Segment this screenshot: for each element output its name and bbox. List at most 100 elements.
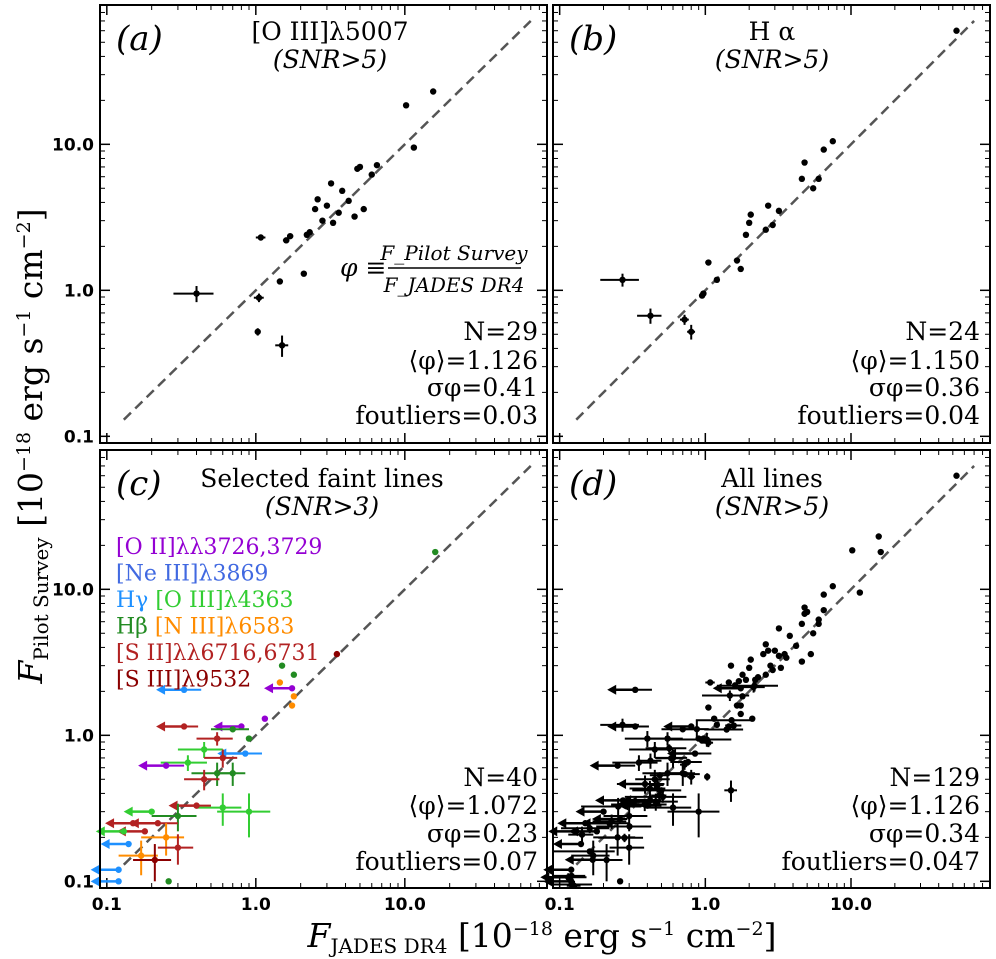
frame-c bbox=[99, 449, 548, 889]
data-point bbox=[667, 755, 675, 762]
data-point bbox=[735, 677, 743, 685]
data-point bbox=[578, 831, 586, 838]
data-point bbox=[368, 171, 375, 178]
data-point bbox=[849, 547, 856, 554]
plot-area-a: 0.1 1.0 10.0 bbox=[52, 5, 547, 447]
data-point bbox=[764, 202, 772, 209]
data-point bbox=[200, 776, 208, 783]
xlabel-units: [10 bbox=[458, 916, 513, 955]
stat-fout-b: foutliers=0.04 bbox=[797, 401, 980, 430]
arrow-head bbox=[564, 854, 574, 865]
data-point bbox=[798, 658, 806, 665]
arrow-head bbox=[589, 760, 599, 771]
y-axis-label: FPilot Survey [10−18 erg s−1 cm−2] bbox=[11, 208, 53, 684]
data-point bbox=[727, 787, 735, 794]
data-point bbox=[809, 630, 817, 637]
plot-area-d: 0.1 1.0 10.0 bbox=[540, 450, 990, 915]
x-tick-label: 1.0 bbox=[690, 895, 720, 915]
data-point bbox=[631, 723, 639, 730]
data-point bbox=[432, 548, 439, 556]
data-point bbox=[728, 717, 735, 724]
data-point bbox=[695, 808, 702, 815]
ylabel-units2: erg s bbox=[11, 338, 50, 432]
phi-def-num: F_Pilot Survey bbox=[379, 241, 528, 265]
data-point bbox=[652, 798, 659, 805]
data-point bbox=[180, 723, 188, 730]
data-point bbox=[775, 625, 783, 632]
data-point bbox=[586, 825, 593, 832]
arrow-head bbox=[264, 683, 274, 694]
stats-d: N=129 ⟨φ⟩=1.126 σφ=0.34 foutliers=0.047 bbox=[781, 763, 980, 876]
data-point bbox=[820, 591, 827, 598]
data-point bbox=[229, 770, 236, 777]
arrow-head bbox=[105, 818, 115, 829]
legend-label: [S II]λλ6716,6731 bbox=[116, 641, 319, 666]
data-point bbox=[815, 175, 822, 183]
arrow-head bbox=[557, 818, 567, 829]
data-point bbox=[693, 725, 701, 733]
stat-phi-d: ⟨φ⟩=1.126 bbox=[850, 791, 980, 820]
arrow-head bbox=[595, 795, 605, 806]
frame-d bbox=[552, 449, 991, 889]
ylabel-exp2: −1 bbox=[13, 310, 35, 338]
data-point bbox=[141, 828, 149, 835]
data-point bbox=[688, 773, 695, 780]
stat-sigma-c: σφ=0.23 bbox=[427, 819, 538, 848]
data-point bbox=[769, 666, 776, 674]
data-point bbox=[290, 693, 298, 700]
one-to-one-line bbox=[575, 465, 975, 866]
data-point bbox=[323, 202, 331, 209]
data-point bbox=[651, 746, 659, 753]
data-point bbox=[723, 726, 730, 733]
xlabel-close: ] bbox=[764, 916, 777, 955]
legend-entry: Hγ [O III]λ4363 bbox=[116, 588, 294, 613]
title-a: [O III]λ5007 bbox=[251, 17, 408, 46]
data-point bbox=[162, 834, 170, 841]
x-tick-label: 0.1 bbox=[545, 895, 575, 915]
data-point bbox=[351, 213, 358, 220]
xlabel-exp1: −18 bbox=[513, 918, 553, 940]
data-point bbox=[213, 735, 221, 742]
svg-text:FPilot Survey [10−18 erg s−1 c: FPilot Survey [10−18 erg s−1 cm−2] bbox=[11, 208, 53, 684]
stat-sigma-a: σφ=0.41 bbox=[427, 373, 538, 402]
data-point bbox=[641, 801, 648, 808]
data-point bbox=[681, 316, 688, 323]
data-point bbox=[877, 548, 884, 556]
arrow-head bbox=[575, 806, 585, 817]
data-point bbox=[747, 656, 754, 663]
data-point bbox=[625, 812, 633, 820]
stat-n-a: N=29 bbox=[463, 317, 538, 346]
legend-label: [O II]λλ3726,3729 bbox=[116, 535, 322, 560]
data-point bbox=[742, 231, 750, 239]
data-point bbox=[242, 750, 249, 757]
data-point bbox=[737, 710, 744, 718]
data-point bbox=[621, 834, 628, 842]
stat-fout-a: foutliers=0.03 bbox=[355, 401, 538, 430]
legend-entry: [S III]λ9532 bbox=[116, 668, 251, 693]
data-point bbox=[745, 219, 753, 227]
data-point bbox=[688, 723, 695, 730]
data-point bbox=[681, 770, 689, 778]
xlabel-exp2: −1 bbox=[647, 918, 675, 940]
stat-phi-a: ⟨φ⟩=1.126 bbox=[408, 346, 538, 375]
data-point bbox=[856, 589, 864, 596]
data-point bbox=[219, 754, 226, 762]
data-point bbox=[760, 650, 767, 658]
legend-label: Hβ bbox=[116, 615, 148, 640]
data-point bbox=[329, 219, 337, 227]
frame-b bbox=[552, 4, 991, 444]
data-point bbox=[254, 328, 261, 335]
subtitle-c: (SNR>3) bbox=[265, 492, 379, 521]
data-point bbox=[725, 679, 733, 686]
data-point bbox=[288, 702, 296, 709]
data-point bbox=[335, 209, 342, 216]
title-c: Selected faint lines bbox=[200, 464, 443, 493]
legend-label: [N III]λ6583 bbox=[148, 615, 294, 640]
data-point bbox=[769, 221, 776, 229]
stat-fout-c: foutliers=0.07 bbox=[355, 847, 538, 876]
arrow-head bbox=[156, 684, 166, 695]
data-point bbox=[586, 848, 594, 855]
data-point bbox=[373, 161, 381, 169]
legend-entry: [Ne III]λ3869 bbox=[116, 562, 268, 587]
data-point bbox=[593, 828, 601, 835]
